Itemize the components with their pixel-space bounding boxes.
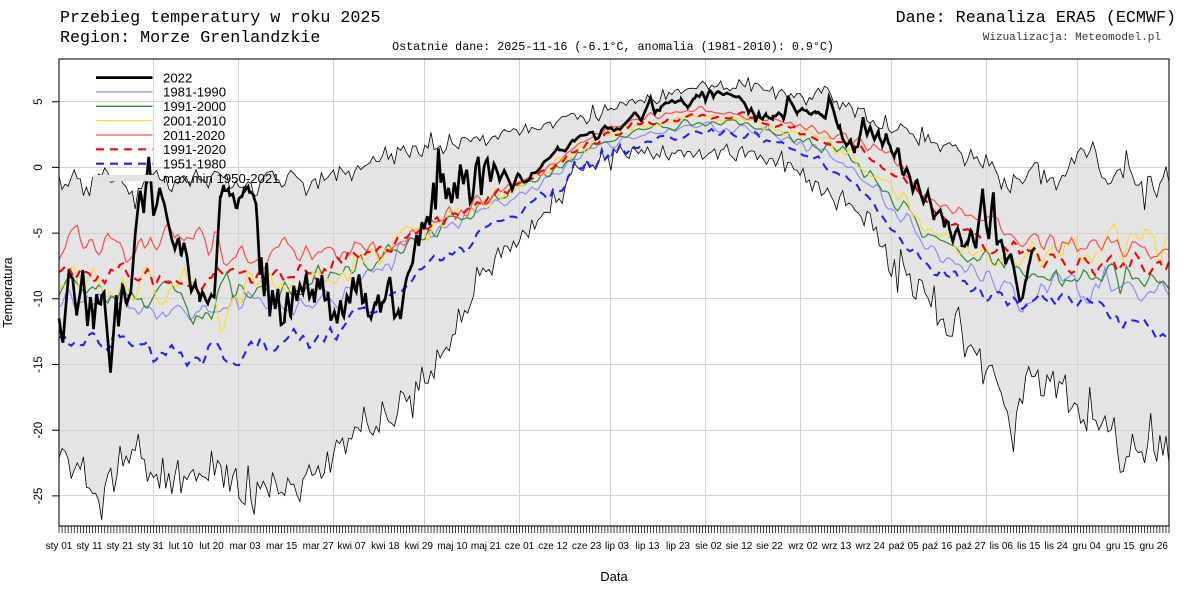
svg-text:maj 21: maj 21 [471,541,501,552]
svg-text:paź 27: paź 27 [956,541,986,552]
svg-text:gru 26: gru 26 [1140,541,1169,552]
svg-text:1991-2020: 1991-2020 [163,142,226,157]
svg-text:lis 15: lis 15 [1017,541,1041,552]
svg-text:mar 27: mar 27 [303,541,335,552]
svg-text:1991-2000: 1991-2000 [163,99,226,114]
svg-text:Region: Morze Grenlandzkie: Region: Morze Grenlandzkie [60,29,320,48]
svg-text:cze 12: cze 12 [538,541,568,552]
svg-text:2022: 2022 [163,70,192,85]
svg-text:lut 10: lut 10 [169,541,194,552]
svg-text:Temperatura: Temperatura [1,257,15,327]
svg-text:mar 15: mar 15 [266,541,298,552]
svg-text:wrz 02: wrz 02 [787,541,818,552]
svg-text:-25: -25 [33,488,45,505]
svg-text:sie 12: sie 12 [726,541,753,552]
svg-text:lut 20: lut 20 [199,541,224,552]
svg-text:-20: -20 [33,422,45,439]
svg-text:gru 15: gru 15 [1106,541,1135,552]
svg-text:sie 22: sie 22 [756,541,783,552]
svg-text:sty 01: sty 01 [46,541,73,552]
svg-text:paź 05: paź 05 [889,541,919,552]
svg-text:max,min 1950-2021: max,min 1950-2021 [163,171,280,186]
svg-text:wrz 13: wrz 13 [821,541,852,552]
svg-text:2001-2010: 2001-2010 [163,113,226,128]
svg-text:-5: -5 [33,228,45,238]
svg-text:Data: Data [600,569,628,584]
svg-text:kwi 07: kwi 07 [338,541,367,552]
svg-text:2011-2020: 2011-2020 [163,128,225,143]
svg-text:lip 03: lip 03 [605,541,629,552]
svg-text:sty 21: sty 21 [107,541,134,552]
svg-text:cze 01: cze 01 [505,541,535,552]
svg-text:gru 04: gru 04 [1073,541,1102,552]
svg-text:0: 0 [33,164,45,170]
svg-text:mar 03: mar 03 [229,541,261,552]
svg-text:lip 23: lip 23 [666,541,690,552]
svg-text:1951-1980: 1951-1980 [163,157,226,172]
svg-text:-10: -10 [33,290,45,307]
svg-text:1981-1990: 1981-1990 [163,85,226,100]
svg-text:wrz 24: wrz 24 [854,541,885,552]
svg-text:Dane: Reanaliza ERA5 (ECMWF): Dane: Reanaliza ERA5 (ECMWF) [896,9,1176,28]
svg-text:-15: -15 [33,356,45,373]
svg-text:lis 06: lis 06 [990,541,1014,552]
svg-text:lis 24: lis 24 [1045,541,1069,552]
svg-text:sty 31: sty 31 [137,541,164,552]
svg-text:sty 11: sty 11 [77,541,103,552]
svg-text:kwi 29: kwi 29 [405,541,434,552]
svg-text:paź 16: paź 16 [922,541,952,552]
svg-text:cze 23: cze 23 [572,541,602,552]
svg-text:kwi 18: kwi 18 [371,541,400,552]
svg-text:lip 13: lip 13 [636,541,660,552]
svg-text:Wizualizacja: Meteomodel.pl: Wizualizacja: Meteomodel.pl [983,32,1161,44]
svg-text:Przebieg temperatury w roku 20: Przebieg temperatury w roku 2025 [60,9,380,28]
svg-text:5: 5 [33,98,45,104]
svg-text:Ostatnie dane: 2025-11-16 (-6.: Ostatnie dane: 2025-11-16 (-6.1°C, anoma… [392,40,834,54]
svg-text:sie 02: sie 02 [695,541,722,552]
svg-text:maj 10: maj 10 [437,541,467,552]
